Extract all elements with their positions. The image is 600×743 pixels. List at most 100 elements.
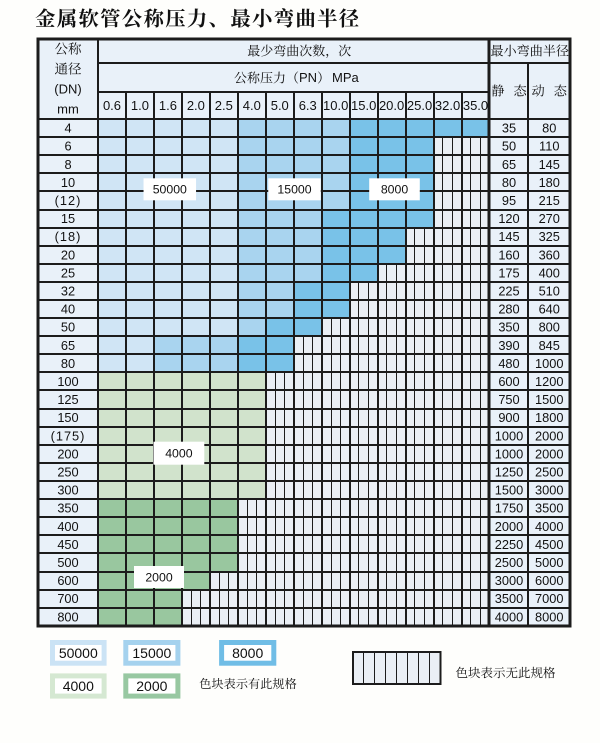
svg-text:65: 65 bbox=[502, 157, 516, 172]
svg-text:900: 900 bbox=[498, 410, 519, 425]
svg-text:120: 120 bbox=[498, 211, 519, 226]
svg-text:400: 400 bbox=[539, 265, 560, 280]
svg-text:350: 350 bbox=[498, 320, 519, 335]
svg-text:3000: 3000 bbox=[495, 573, 523, 588]
svg-text:32.0: 32.0 bbox=[435, 98, 460, 113]
svg-text:25: 25 bbox=[61, 265, 75, 280]
svg-text:350: 350 bbox=[57, 501, 78, 516]
svg-text:(12): (12) bbox=[55, 193, 82, 208]
svg-text:(DN): (DN) bbox=[54, 82, 81, 97]
svg-text:270: 270 bbox=[539, 211, 560, 226]
svg-text:1.0: 1.0 bbox=[131, 98, 149, 113]
svg-text:8000: 8000 bbox=[535, 609, 563, 624]
svg-text:180: 180 bbox=[539, 175, 560, 190]
svg-text:1000: 1000 bbox=[535, 356, 563, 371]
svg-text:2000: 2000 bbox=[535, 428, 563, 443]
svg-text:3000: 3000 bbox=[535, 483, 563, 498]
svg-text:8: 8 bbox=[64, 157, 71, 172]
svg-text:2000: 2000 bbox=[535, 446, 563, 461]
svg-text:1000: 1000 bbox=[495, 428, 523, 443]
svg-text:50: 50 bbox=[502, 139, 516, 154]
svg-text:175: 175 bbox=[498, 265, 519, 280]
svg-text:1500: 1500 bbox=[495, 483, 523, 498]
svg-text:150: 150 bbox=[57, 410, 78, 425]
svg-text:5000: 5000 bbox=[535, 555, 563, 570]
svg-text:6.3: 6.3 bbox=[299, 98, 317, 113]
svg-text:4: 4 bbox=[64, 121, 71, 136]
svg-text:0.6: 0.6 bbox=[103, 98, 121, 113]
svg-text:4000: 4000 bbox=[495, 609, 523, 624]
svg-text:8000: 8000 bbox=[381, 183, 409, 197]
svg-text:mm: mm bbox=[57, 102, 79, 117]
svg-text:35.0: 35.0 bbox=[463, 98, 488, 113]
svg-text:2000: 2000 bbox=[136, 678, 167, 694]
svg-text:1200: 1200 bbox=[535, 374, 563, 389]
svg-text:390: 390 bbox=[498, 338, 519, 353]
svg-text:10.0: 10.0 bbox=[323, 98, 348, 113]
svg-text:360: 360 bbox=[539, 247, 560, 262]
svg-text:480: 480 bbox=[498, 356, 519, 371]
svg-text:145: 145 bbox=[539, 157, 560, 172]
svg-text:250: 250 bbox=[57, 465, 78, 480]
svg-text:20.0: 20.0 bbox=[379, 98, 404, 113]
svg-text:6: 6 bbox=[64, 139, 71, 154]
svg-text:600: 600 bbox=[498, 374, 519, 389]
svg-text:2.0: 2.0 bbox=[187, 98, 205, 113]
svg-text:35: 35 bbox=[502, 121, 516, 136]
svg-text:15: 15 bbox=[61, 211, 75, 226]
svg-text:2500: 2500 bbox=[535, 465, 563, 480]
svg-text:500: 500 bbox=[57, 555, 78, 570]
svg-text:PN: PN bbox=[299, 70, 317, 85]
svg-text:7000: 7000 bbox=[535, 591, 563, 606]
svg-text:700: 700 bbox=[57, 591, 78, 606]
svg-text:800: 800 bbox=[539, 320, 560, 335]
svg-text:1000: 1000 bbox=[495, 446, 523, 461]
svg-text:3500: 3500 bbox=[495, 591, 523, 606]
svg-text:95: 95 bbox=[502, 193, 516, 208]
svg-text:4500: 4500 bbox=[535, 537, 563, 552]
svg-text:300: 300 bbox=[57, 483, 78, 498]
svg-text:640: 640 bbox=[539, 302, 560, 317]
svg-text:4.0: 4.0 bbox=[243, 98, 261, 113]
svg-text:5.0: 5.0 bbox=[271, 98, 289, 113]
svg-text:(175): (175) bbox=[51, 428, 86, 443]
svg-text:110: 110 bbox=[539, 139, 559, 154]
svg-text:510: 510 bbox=[539, 284, 560, 299]
svg-text:2500: 2500 bbox=[495, 555, 523, 570]
svg-text:65: 65 bbox=[61, 338, 75, 353]
svg-text:15.0: 15.0 bbox=[351, 98, 376, 113]
svg-text:325: 325 bbox=[539, 229, 560, 244]
svg-text:2000: 2000 bbox=[145, 570, 173, 584]
svg-text:845: 845 bbox=[539, 338, 560, 353]
svg-text:125: 125 bbox=[57, 392, 78, 407]
svg-text:(18): (18) bbox=[55, 229, 82, 244]
svg-text:50000: 50000 bbox=[153, 183, 187, 197]
svg-text:MPa: MPa bbox=[332, 70, 360, 85]
svg-text:6000: 6000 bbox=[535, 573, 563, 588]
svg-text:225: 225 bbox=[498, 284, 519, 299]
svg-text:200: 200 bbox=[57, 446, 78, 461]
svg-text:1500: 1500 bbox=[535, 392, 563, 407]
svg-text:145: 145 bbox=[498, 229, 519, 244]
svg-text:2250: 2250 bbox=[495, 537, 523, 552]
svg-text:1800: 1800 bbox=[535, 410, 563, 425]
svg-text:15000: 15000 bbox=[277, 183, 311, 197]
svg-text:100: 100 bbox=[57, 374, 78, 389]
svg-text:4000: 4000 bbox=[63, 678, 94, 694]
svg-text:1250: 1250 bbox=[495, 465, 523, 480]
svg-text:1750: 1750 bbox=[495, 501, 523, 516]
svg-text:750: 750 bbox=[498, 392, 519, 407]
svg-text:600: 600 bbox=[57, 573, 78, 588]
svg-text:80: 80 bbox=[502, 175, 516, 190]
svg-text:3500: 3500 bbox=[535, 501, 563, 516]
svg-text:160: 160 bbox=[498, 247, 519, 262]
svg-text:8000: 8000 bbox=[232, 645, 263, 661]
svg-text:80: 80 bbox=[61, 356, 75, 371]
svg-text:800: 800 bbox=[57, 609, 78, 624]
svg-text:10: 10 bbox=[61, 175, 75, 190]
svg-text:400: 400 bbox=[57, 519, 78, 534]
svg-text:2000: 2000 bbox=[495, 519, 523, 534]
svg-text:450: 450 bbox=[57, 537, 78, 552]
svg-text:32: 32 bbox=[61, 284, 75, 299]
svg-text:2.5: 2.5 bbox=[215, 98, 233, 113]
